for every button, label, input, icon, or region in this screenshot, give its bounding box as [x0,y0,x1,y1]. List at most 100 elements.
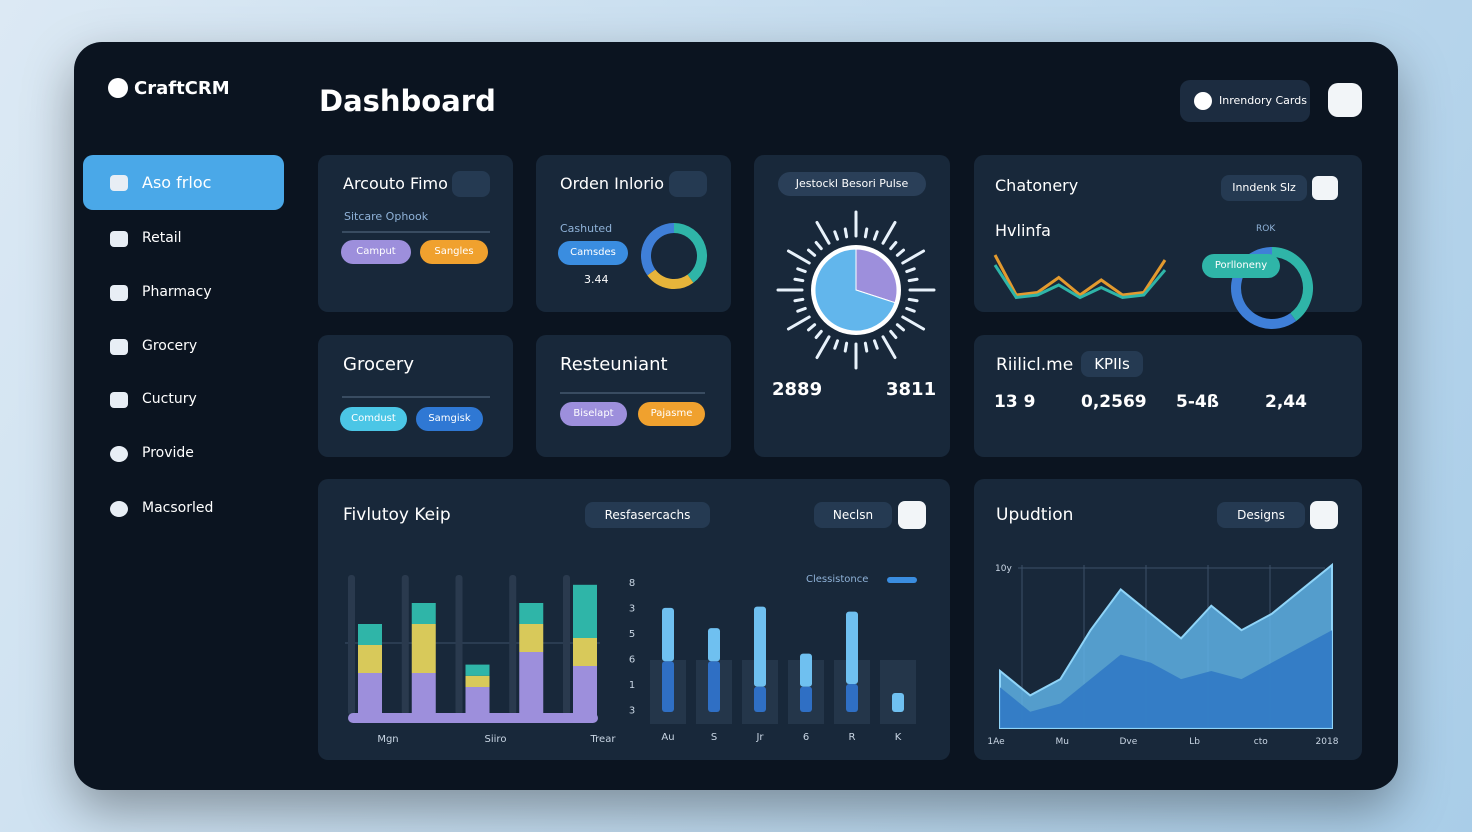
pill[interactable]: Samgisk [416,407,483,431]
axis-label: 3 [629,604,635,615]
x-tick-label: Au [661,732,674,743]
gauge-tick [814,241,823,251]
card-icon[interactable] [1312,176,1338,200]
nav-icon [110,392,128,408]
pill[interactable]: Porlloneny [1202,254,1280,278]
bar-segment [573,638,597,666]
bar-bg [880,660,916,724]
nav-item[interactable]: Pharmacy [142,284,212,300]
nav-item[interactable]: Grocery [142,338,198,354]
gauge-tick [863,227,869,239]
pie-slice [814,248,896,332]
bar-segment [662,661,674,712]
avatar[interactable] [1328,83,1362,117]
card-subtitle: Hvlinfa [995,221,1051,240]
bar-segment [662,607,674,662]
bar-segment [411,603,436,624]
bar-segment [754,606,766,687]
x-tick-label: Siiro [485,734,507,745]
nav-item[interactable]: Provide [142,445,194,461]
stat: 2889 [772,379,823,400]
axis-label: 10y [995,564,1012,574]
gauge-tick [815,220,831,245]
pill[interactable]: Comdust [340,407,407,431]
bar-bg [401,575,409,715]
x-tick-label: Dve [1120,737,1138,747]
icon-button[interactable] [1310,501,1338,529]
gauge-tick [901,315,926,331]
card-title: Arcouto Fimo [343,174,448,193]
x-tick-label: Mu [1055,737,1068,747]
donut-segment [641,223,675,276]
card-title: Jestockl Besori Pulse [778,172,926,196]
donut-segment [647,269,694,289]
stat: 3811 [886,379,937,400]
pie-slice [855,248,898,304]
nav-item[interactable]: Macsorled [142,500,214,516]
card-button[interactable]: Inndenk Slz [1221,175,1307,201]
bar-segment [411,624,436,673]
nav-item[interactable]: Aso frloc [142,173,212,192]
pill[interactable]: Sangles [420,240,488,264]
x-tick-label: 6 [803,732,809,743]
card-title: Grocery [343,354,414,375]
kpi-value: 13 9 [994,392,1036,412]
pill[interactable]: Biselapt [560,402,627,426]
nav-icon [110,175,128,191]
bar-bg [455,575,463,715]
nav-item[interactable]: Retail [142,230,182,246]
gauge-tick [872,339,879,350]
donut-segment [1271,247,1313,322]
dropdown[interactable]: Resfasercachs [585,502,710,528]
gauge-tick [895,248,905,257]
bar-segment [519,652,544,715]
bar-segment [519,624,544,652]
bar-segment [358,673,382,715]
bar-segment [465,687,490,715]
legend-label: Clessistonce [806,574,869,585]
gauge-tick [796,267,807,274]
bar-segment [573,584,597,638]
page-title: Dashboard [319,84,496,118]
x-tick-label: cto [1254,737,1268,747]
brand: CraftCRM [134,78,230,99]
bar-bg [509,575,517,715]
card [536,335,731,457]
gauge-tick [881,335,897,360]
gauge-tick [905,267,916,274]
card-value: 3.44 [584,273,609,286]
card-subtitle: Sitcare Ophook [344,210,429,223]
bar-segment [708,661,720,712]
pill[interactable]: Camsdes [558,241,628,265]
x-tick-label: S [711,732,717,743]
axis-label: 1 [629,680,635,691]
gauge-tick [807,248,817,257]
card-label: Cashuted [560,222,613,235]
card-icon[interactable] [669,171,707,197]
bar-segment [573,666,597,715]
card-title: Resteuniant [560,354,668,375]
dropdown[interactable]: Designs [1217,502,1305,528]
gauge-tick [889,329,898,339]
bar-bg [563,575,570,715]
nav-item[interactable]: Cuctury [142,391,197,407]
card-title: Fivlutoy Keip [343,505,451,525]
bar-segment [358,645,382,673]
gauge-tick [881,220,897,245]
nav-icon [110,339,128,355]
icon-button[interactable] [898,501,926,529]
card-icon[interactable] [452,171,490,197]
gauge-tick [814,329,823,339]
nav-icon [110,285,128,301]
gauge-tick [905,306,916,313]
gauge-tick [796,306,807,313]
x-tick-label: Lb [1189,737,1200,747]
donut-label: ROK [1256,224,1276,234]
dropdown[interactable]: Neclsn [814,502,892,528]
pill[interactable]: Camput [341,240,411,264]
gauge-tick [901,249,926,265]
card-title: Upudtion [996,505,1074,525]
nav-icon [110,501,128,517]
gauge-tick [907,297,919,303]
pill[interactable]: Pajasme [638,402,705,426]
